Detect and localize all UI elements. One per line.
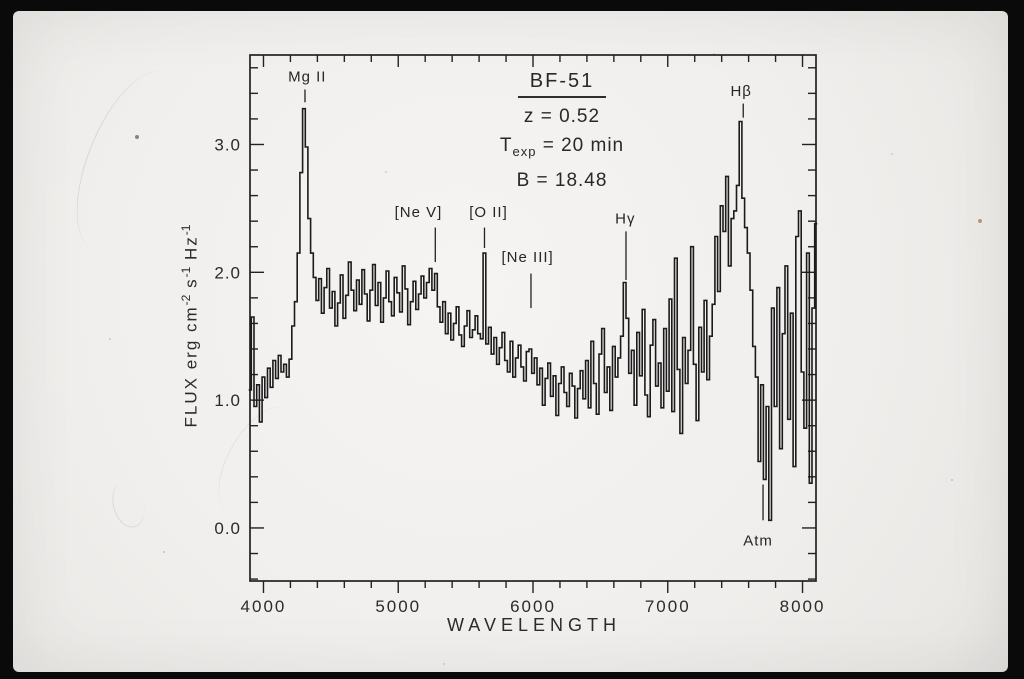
line-label: [Ne III] [502, 249, 554, 266]
y-label-exp: -1 [179, 224, 193, 236]
line-label: [O II] [469, 204, 508, 221]
line-label: Mg II [288, 69, 326, 86]
y-tick-label: 3.0 [214, 135, 241, 154]
x-axis-label: WAVELENGTH [446, 615, 621, 635]
b-magnitude: B = 18.48 [516, 169, 608, 191]
x-tick-label: 6000 [510, 597, 556, 616]
object-name: BF-51 [517, 70, 607, 98]
x-tick-label: 8000 [780, 597, 826, 616]
y-tick-label: 2.0 [214, 263, 241, 282]
x-tick-label: 5000 [375, 597, 421, 616]
line-label: Atm [743, 533, 773, 550]
y-label-text: s [181, 277, 201, 295]
x-tick-label: 7000 [645, 597, 691, 616]
x-tick-label: 4000 [241, 597, 287, 616]
y-label-text: FLUX erg cm [181, 305, 201, 428]
line-label: [Ne V] [395, 204, 443, 221]
line-label: Hβ [730, 83, 751, 100]
y-tick-label: 1.0 [214, 391, 241, 410]
y-axis-label: FLUX erg cm-2 s-1 Hz-1 [179, 176, 205, 476]
title-block: BF-51 z = 0.52 Texp = 20 min B = 18.48 [472, 70, 652, 195]
spectrum-line [248, 107, 818, 522]
texp-subscript: exp [512, 143, 537, 159]
exposure-time: Texp = 20 min [472, 131, 652, 166]
texp-value: = 20 min [536, 135, 625, 156]
y-label-exp: -1 [179, 266, 193, 278]
y-tick-label: 0.0 [214, 519, 241, 538]
y-label-text: Hz [181, 235, 201, 267]
line-label: Hγ [615, 211, 635, 228]
redshift-value: z = 0.52 [523, 106, 601, 127]
y-label-exp: -2 [179, 294, 193, 306]
texp-symbol: T [499, 135, 513, 156]
